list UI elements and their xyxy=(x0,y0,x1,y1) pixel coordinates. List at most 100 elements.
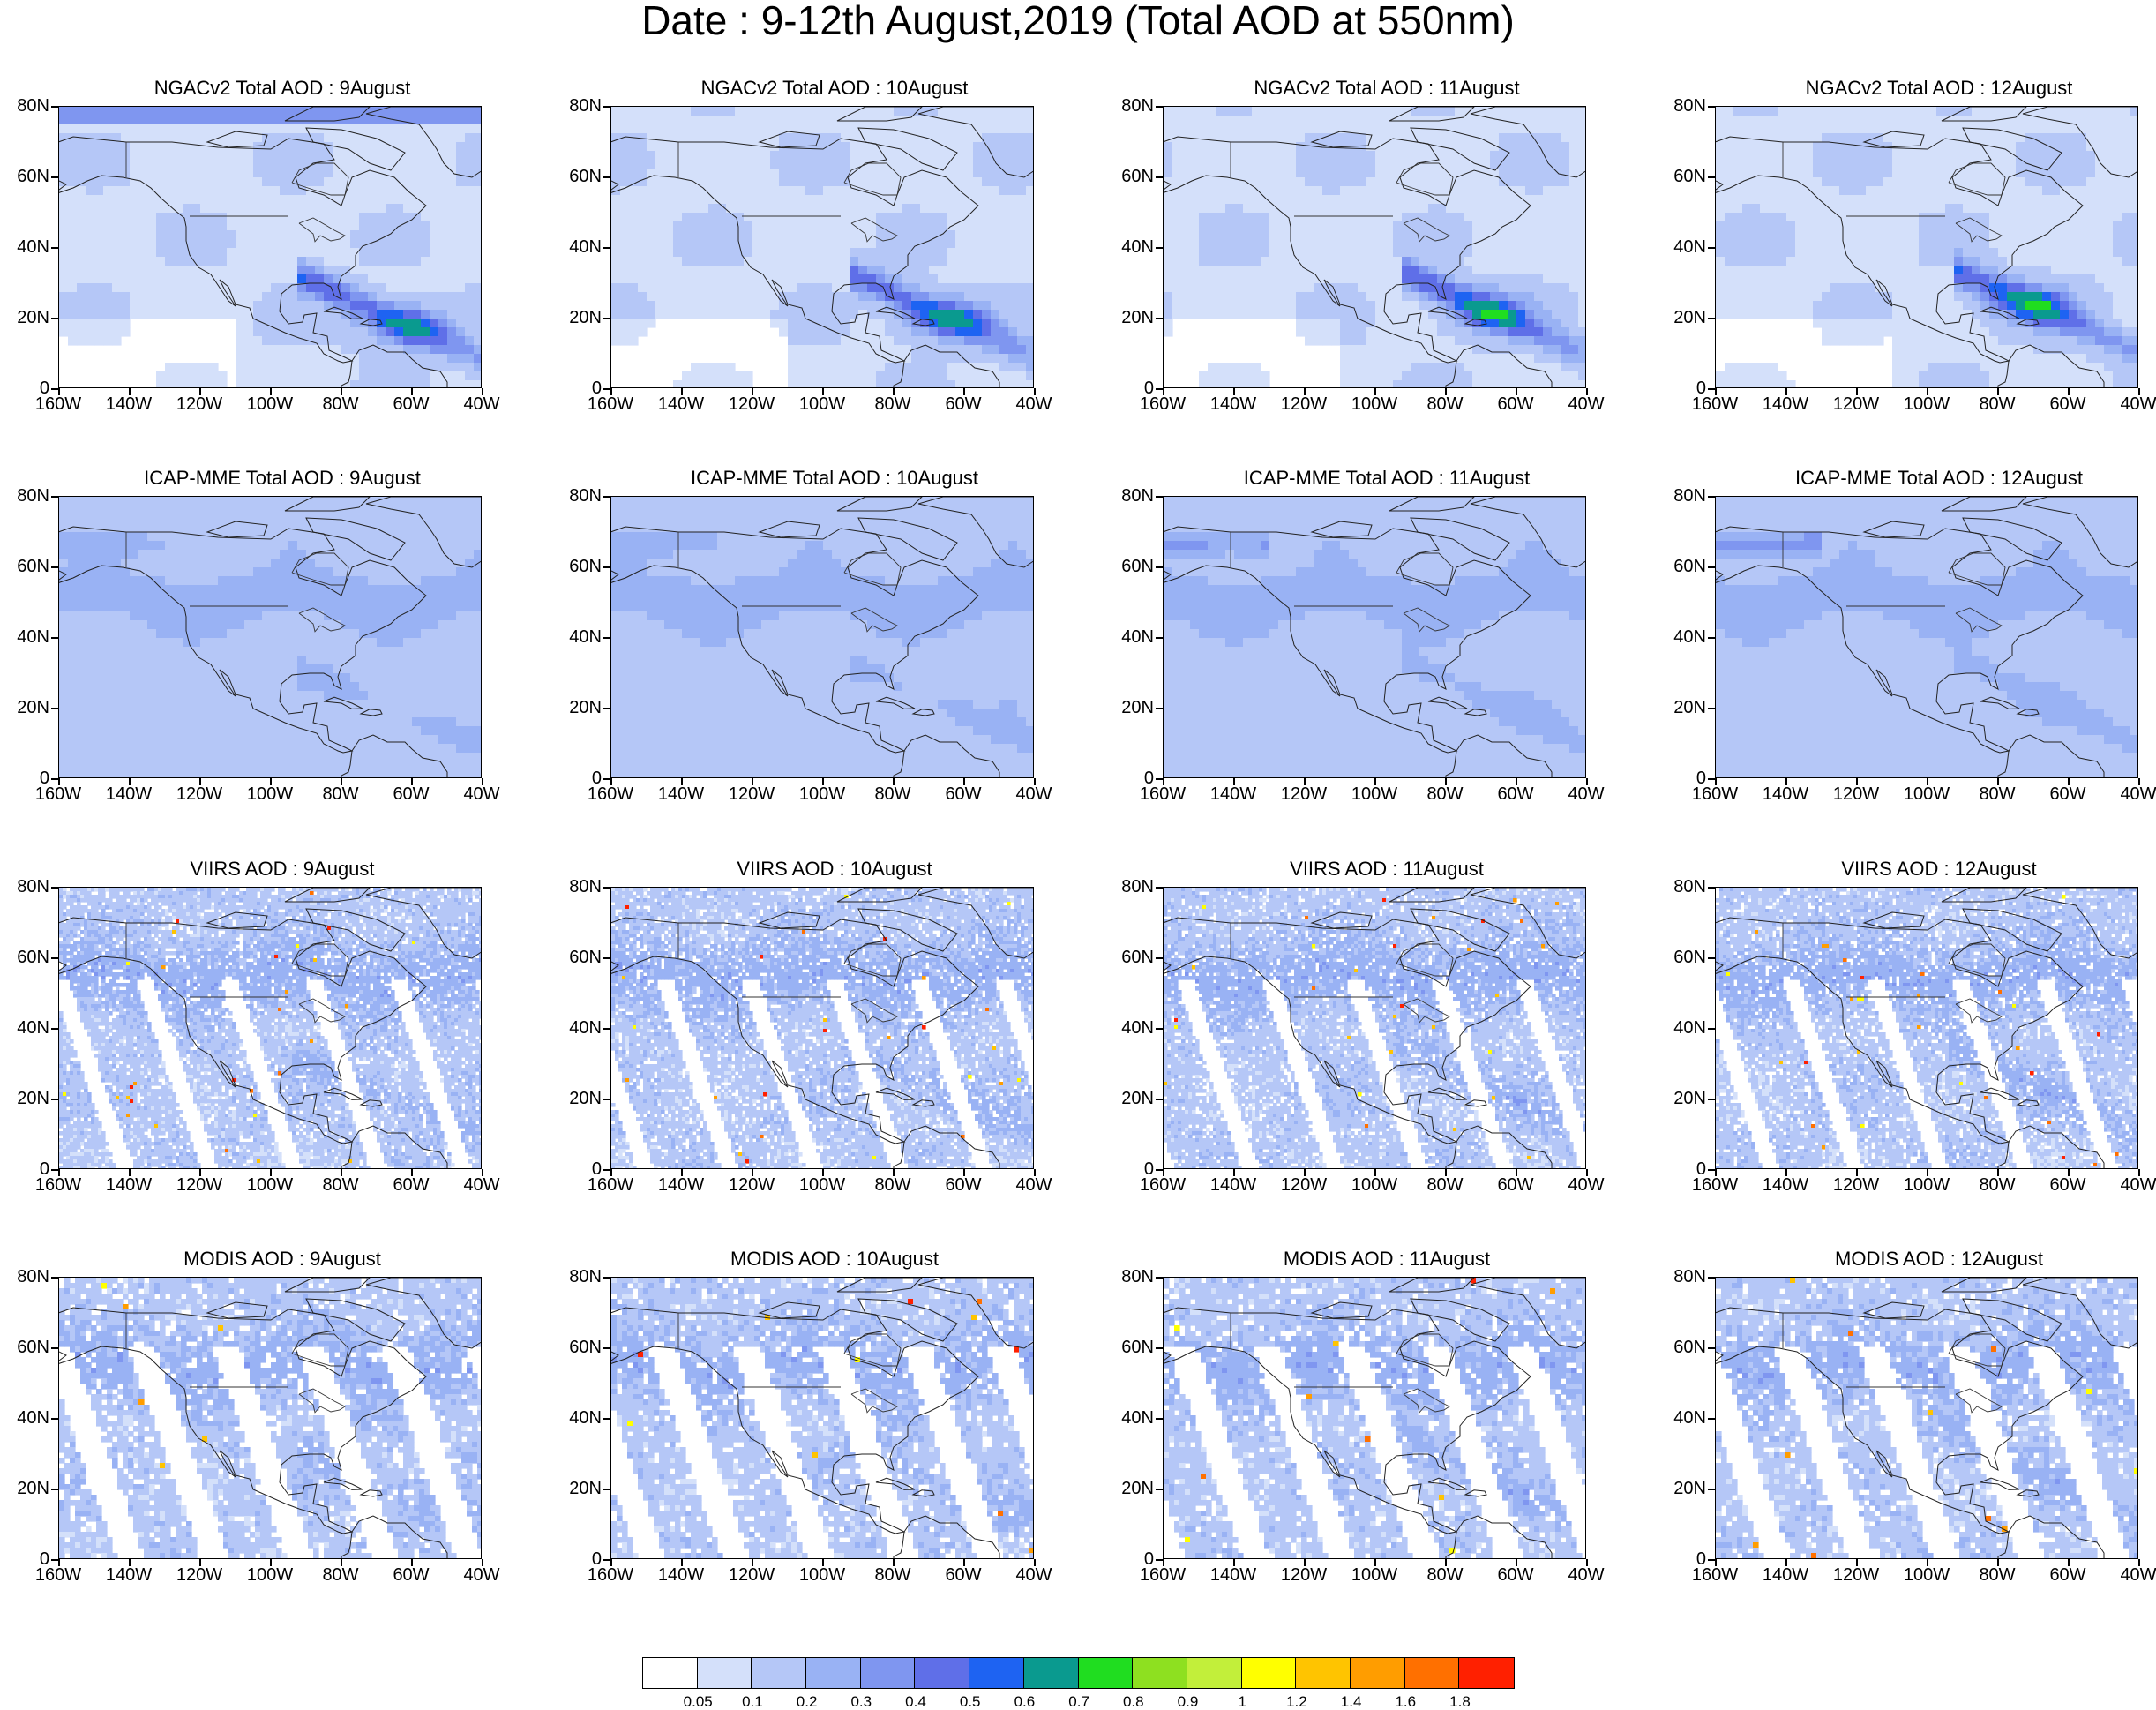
aod-cell xyxy=(1411,371,1420,381)
aod-cell xyxy=(1393,363,1403,372)
aod-cell xyxy=(244,239,254,249)
aod-cell xyxy=(86,151,95,161)
aod-cell xyxy=(1804,142,1814,152)
lon-tick-mark xyxy=(610,388,612,395)
aod-cell xyxy=(1437,160,1447,169)
aod-cell xyxy=(244,230,254,240)
aod-cell xyxy=(973,283,983,293)
lat-tick-mark xyxy=(1156,388,1163,390)
aod-cell xyxy=(1980,177,1990,187)
aod-cell xyxy=(1499,239,1508,249)
aod-cell xyxy=(1481,204,1491,214)
aod-cell xyxy=(121,248,131,258)
aod-cell xyxy=(982,169,992,178)
aod-cell xyxy=(638,239,648,249)
aod-cell xyxy=(1804,177,1814,187)
aod-cell xyxy=(797,363,806,372)
aod-cell xyxy=(1875,107,1884,116)
aod-cell xyxy=(647,221,656,231)
aod-cell xyxy=(867,371,877,381)
aod-cell xyxy=(474,213,481,222)
aod-cell xyxy=(2025,151,2034,161)
aod-cell xyxy=(2007,107,2017,116)
aod-cell xyxy=(1349,274,1359,284)
aod-cell xyxy=(1331,151,1341,161)
aod-cell xyxy=(306,195,316,205)
aod-cell xyxy=(227,160,236,169)
aod-cell xyxy=(271,177,281,187)
aod-cell xyxy=(1499,345,1508,355)
aod-cell xyxy=(814,336,824,346)
aod-field xyxy=(611,107,1033,387)
aod-cell xyxy=(841,266,850,275)
aod-cell xyxy=(1402,160,1411,169)
aod-cell xyxy=(1428,266,1438,275)
aod-cell xyxy=(682,151,692,161)
aod-cell xyxy=(1972,186,1981,196)
lat-tick-label: 60N xyxy=(1106,168,1154,185)
aod-cell xyxy=(1216,380,1226,387)
aod-cell xyxy=(1534,292,1544,302)
aod-cell xyxy=(1164,327,1173,337)
aod-cell xyxy=(708,292,718,302)
aod-cell xyxy=(2016,160,2025,169)
lat-tick-label: 0 xyxy=(554,379,602,397)
aod-cell xyxy=(1225,160,1235,169)
aod-cell xyxy=(1561,107,1570,116)
aod-cell xyxy=(1428,283,1438,293)
aod-cell xyxy=(1998,195,2008,205)
aod-cell xyxy=(1419,345,1429,355)
aod-cell xyxy=(1216,301,1226,311)
aod-cell xyxy=(59,204,69,214)
aod-cell xyxy=(823,327,833,337)
aod-cell xyxy=(1928,204,1937,214)
aod-cell xyxy=(394,133,404,143)
aod-cell xyxy=(465,371,475,381)
aod-cell xyxy=(1534,266,1544,275)
aod-cell xyxy=(955,248,965,258)
aod-cell xyxy=(77,266,86,275)
aod-cell xyxy=(280,363,289,372)
aod-cell xyxy=(1839,160,1849,169)
aod-cell xyxy=(1225,248,1235,258)
aod-cell xyxy=(147,142,157,152)
aod-cell xyxy=(1733,151,1743,161)
aod-cell xyxy=(1733,186,1743,196)
aod-cell xyxy=(832,213,842,222)
aod-cell xyxy=(1516,283,1526,293)
aod-cell xyxy=(121,301,131,311)
aod-cell xyxy=(262,257,272,266)
aod-cell xyxy=(1419,336,1429,346)
aod-cell xyxy=(474,257,481,266)
aod-cell xyxy=(1225,371,1235,381)
aod-cell xyxy=(973,177,983,187)
aod-cell xyxy=(647,204,656,214)
aod-cell xyxy=(1393,186,1403,196)
aod-cell xyxy=(421,380,430,387)
aod-cell xyxy=(929,371,939,381)
aod-cell xyxy=(682,371,692,381)
aod-cell xyxy=(1358,274,1367,284)
aod-cell xyxy=(147,177,157,187)
aod-cell xyxy=(1822,204,1831,214)
aod-cell xyxy=(1278,292,1288,302)
aod-cell xyxy=(1296,310,1306,319)
aod-cell xyxy=(850,257,859,266)
aod-cell xyxy=(1252,248,1261,258)
aod-cell xyxy=(902,327,912,337)
aod-cell xyxy=(1508,124,1517,134)
aod-cell xyxy=(1225,151,1235,161)
aod-cell xyxy=(403,319,413,328)
aod-cell xyxy=(1733,107,1743,116)
aod-cell xyxy=(306,380,316,387)
aod-cell xyxy=(788,177,797,187)
aod-cell xyxy=(611,230,621,240)
aod-field xyxy=(59,107,481,387)
aod-cell xyxy=(2016,107,2025,116)
aod-cell xyxy=(350,204,360,214)
aod-cell xyxy=(858,292,868,302)
aod-cell xyxy=(832,248,842,258)
aod-cell xyxy=(394,124,404,134)
aod-cell xyxy=(271,230,281,240)
aod-cell xyxy=(1026,177,1033,187)
